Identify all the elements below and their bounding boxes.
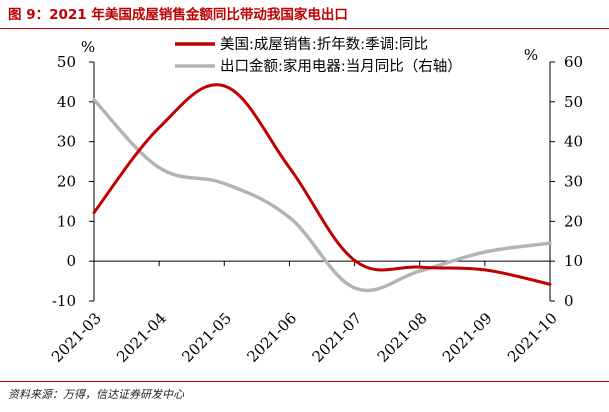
x-tick-label: 2021-05 (178, 309, 235, 366)
left-tick-label: 10 (57, 212, 76, 230)
series-layer (92, 83, 552, 293)
source-note: 资料来源：万得，信达证券研发中心 (8, 388, 184, 401)
right-axis-unit: % (524, 46, 538, 64)
left-tick-label: 20 (57, 173, 76, 191)
right-tick-label: 20 (564, 212, 583, 230)
x-tick-label: 2021-04 (113, 309, 170, 366)
left-tick-label: 40 (57, 93, 76, 111)
left-tick-label: 30 (57, 133, 76, 151)
series-line-appliance-exports (92, 98, 552, 293)
right-tick-label: 40 (564, 133, 583, 151)
right-tick-label: 0 (564, 292, 574, 310)
x-tick-label: 2021-09 (439, 309, 496, 366)
footer-divider (0, 381, 609, 382)
left-axis-unit: % (81, 38, 95, 56)
left-tick-label: 50 (57, 53, 76, 71)
left-tick-label: 0 (66, 252, 76, 270)
right-tick-label: 30 (564, 173, 583, 191)
right-tick-label: 10 (564, 252, 583, 270)
title-divider (0, 28, 609, 29)
x-tick-label: 2021-07 (309, 309, 366, 366)
legend-label: 美国:成屋销售:折年数:季调:同比 (220, 36, 428, 53)
right-tick-label: 60 (564, 53, 583, 71)
x-tick-label: 2021-06 (243, 309, 300, 366)
right-tick-label: 50 (564, 93, 583, 111)
x-tick-label: 2021-10 (504, 309, 561, 366)
x-tick-label: 2021-03 (48, 309, 105, 366)
figure-title: 图 9：2021 年美国成屋销售金额同比带动我国家电出口 (8, 7, 348, 23)
legend-label: 出口金额:家用电器:当月同比（右轴） (220, 58, 462, 75)
x-tick-label: 2021-08 (374, 309, 431, 366)
series-line-us-home-sales (92, 83, 552, 286)
left-tick-label: -10 (52, 292, 76, 310)
